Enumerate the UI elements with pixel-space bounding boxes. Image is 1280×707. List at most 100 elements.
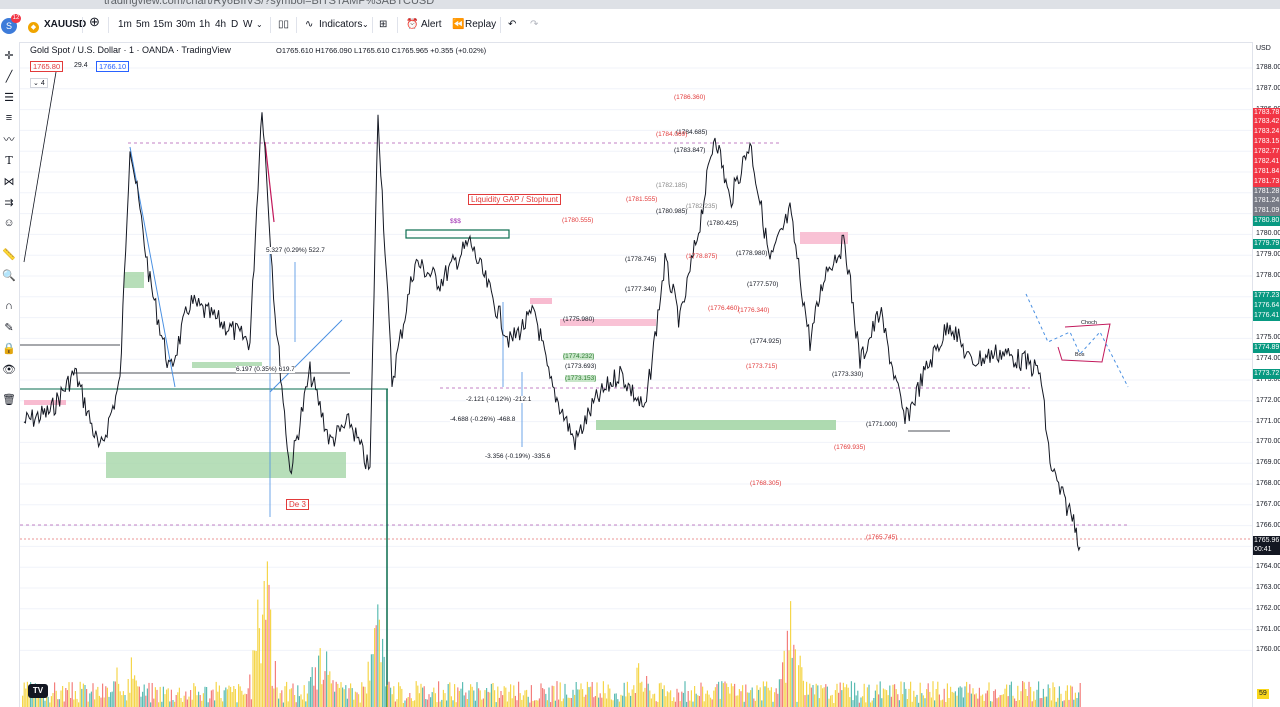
volume-bar (446, 700, 448, 707)
supply-zone-2 (800, 232, 848, 244)
magnet-icon[interactable]: ∩ (5, 300, 13, 312)
volume-bar (313, 685, 315, 707)
symbol-search-icon[interactable]: ◆ (28, 22, 39, 33)
crosshair-icon[interactable]: ✛ (4, 49, 14, 62)
volume-bar (63, 701, 65, 707)
volume-bar (1004, 688, 1006, 707)
liquidity-gap-label[interactable]: Liquidity GAP / Stophunt (468, 194, 562, 205)
volume-bar (1046, 696, 1048, 707)
volume-bar (593, 697, 595, 707)
emoji-icon[interactable]: ☺ (3, 217, 15, 229)
volume-bar (790, 601, 792, 707)
trash-icon[interactable]: 🗑 (2, 393, 16, 406)
volume-bar (260, 663, 262, 707)
symbol-label[interactable]: XAUUSD (44, 19, 87, 30)
chart-pane[interactable]: Gold Spot / U.S. Dollar · 1 · OANDA · Tr… (20, 42, 1252, 707)
price-tag-red: 1783.15 (1253, 137, 1280, 147)
chart-canvas[interactable] (20, 42, 1252, 707)
trend-line-icon[interactable]: ╱ (5, 70, 13, 83)
volume-bar (823, 687, 825, 707)
interval-4h[interactable]: 4h (215, 19, 227, 30)
currency-label[interactable]: USD (1256, 45, 1271, 52)
interval-30m[interactable]: 30m (176, 19, 196, 30)
volume-bar (129, 692, 131, 707)
volume-bar (849, 697, 851, 707)
lock-icon[interactable]: 🔒 (2, 342, 16, 355)
volume-bar (1022, 681, 1024, 707)
chevron-down-icon[interactable]: ⌄ (362, 20, 369, 29)
volume-bar (814, 694, 816, 707)
indicators-button[interactable]: Indicators (319, 19, 363, 30)
notification-badge: 12 (11, 14, 21, 23)
stay-drawing-icon[interactable]: ✎ (4, 321, 14, 334)
prediction-icon[interactable]: ⇉ (4, 196, 14, 209)
volume-bar (634, 693, 636, 707)
horizontal-lines-icon[interactable]: ☰ (4, 91, 14, 104)
undo-icon[interactable]: ↶ (508, 19, 517, 30)
volume-bar (738, 689, 740, 707)
volume-bar (874, 690, 876, 707)
volume-bar (548, 687, 550, 707)
volume-bar (828, 698, 830, 707)
replay-icon[interactable]: ⏪ (452, 19, 465, 30)
tradingview-logo[interactable]: TV (28, 684, 48, 698)
de3-label[interactable]: De 3 (286, 499, 309, 510)
volume-bar (802, 680, 804, 707)
interval-1h[interactable]: 1h (199, 19, 211, 30)
volume-bar (366, 693, 368, 707)
replay-button[interactable]: Replay (465, 19, 497, 30)
volume-bar (764, 686, 766, 707)
volume-bar (124, 695, 126, 707)
alert-clock-icon[interactable]: ⏰ (406, 19, 419, 30)
volume-bar (1062, 701, 1064, 707)
brush-icon[interactable]: 〰 (3, 134, 15, 146)
volume-bar (678, 692, 680, 707)
browser-address-bar[interactable]: tradingview.com/chart/Ry6BIIVS/?symbol=B… (0, 0, 1280, 9)
compare-symbol-icon[interactable]: ⊕ (89, 14, 100, 29)
buy-button[interactable]: 1766.10 (96, 61, 130, 72)
layout-grid-icon[interactable]: ⊞ (379, 19, 388, 30)
redo-icon[interactable]: ↷ (530, 19, 539, 30)
interval-5m[interactable]: 5m (136, 19, 150, 30)
volume-bar (697, 695, 699, 707)
chart-type-icon[interactable]: ▯▯ (278, 19, 290, 30)
level-label: (1784.685) (676, 129, 708, 136)
volume-bar (74, 691, 76, 707)
alert-button[interactable]: Alert (421, 19, 442, 30)
chart-title[interactable]: Gold Spot / U.S. Dollar · 1 · OANDA · Tr… (30, 45, 231, 55)
interval-15m[interactable]: 15m (153, 19, 173, 30)
collapsed-indicators[interactable]: ⌄ 4 (30, 78, 48, 88)
volume-bar (972, 688, 974, 707)
level-label-red: (1784.069) (656, 131, 688, 138)
interval-w[interactable]: W (243, 19, 253, 30)
interval-1m[interactable]: 1m (118, 19, 132, 30)
volume-bar (554, 700, 556, 707)
fib-retracement-icon[interactable]: ≡ (5, 112, 13, 124)
ruler-icon[interactable]: 📏 (2, 248, 16, 261)
volume-bar (166, 689, 168, 707)
eye-icon[interactable]: 👁 (2, 363, 16, 376)
url-text[interactable]: tradingview.com/chart/Ry6BIIVS/?symbol=B… (104, 0, 435, 7)
volume-bar (316, 689, 318, 707)
volume-bar (670, 690, 672, 707)
level-label: (1773.330) (832, 371, 864, 378)
chevron-down-icon[interactable]: ⌄ (256, 20, 263, 29)
volume-bar (609, 688, 611, 707)
indicators-icon[interactable]: ∿ (305, 19, 314, 30)
interval-d[interactable]: D (231, 19, 239, 30)
price-scale[interactable]: USD 1788.001787.001786.001785.001784.001… (1252, 42, 1280, 707)
volume-bar (350, 683, 352, 707)
volume-bar (457, 687, 459, 707)
volume-bar (794, 649, 796, 707)
sell-button[interactable]: 1765.80 (30, 61, 64, 72)
collapsed-count: 4 (40, 80, 45, 87)
pattern-icon[interactable]: ⋈ (3, 175, 15, 188)
volume-bar (817, 685, 819, 707)
volume-bar (1066, 685, 1068, 707)
zoom-icon[interactable]: 🔍 (2, 269, 16, 282)
volume-bar (564, 683, 566, 707)
volume-bar (399, 686, 401, 707)
volume-bar (431, 692, 433, 707)
volume-bar (100, 697, 102, 707)
text-tool-icon[interactable]: T (5, 153, 13, 167)
